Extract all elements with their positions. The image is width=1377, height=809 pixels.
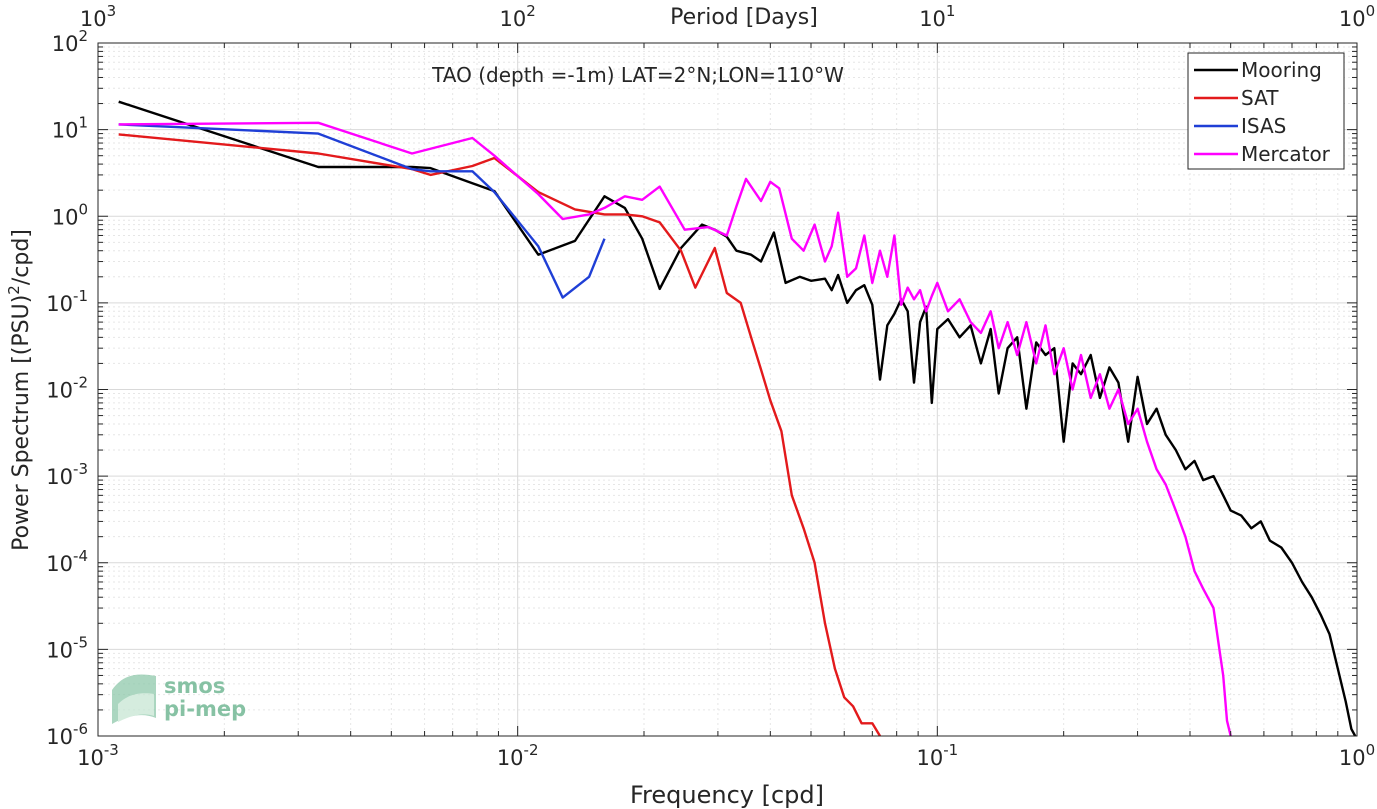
x-tick-label: 10-2 — [497, 741, 539, 770]
legend-label-isas: ISAS — [1241, 114, 1286, 138]
legend-label-sat: SAT — [1241, 86, 1279, 110]
x2-tick-label: 101 — [919, 2, 955, 31]
x-tick-label: 10-3 — [77, 741, 119, 770]
x-tick-label: 100 — [1339, 741, 1375, 770]
legend-box — [1187, 52, 1345, 170]
smos-logo-mark-inner — [118, 693, 154, 722]
y-tick-label: 10-3 — [46, 460, 88, 489]
y-tick-label: 10-2 — [46, 374, 88, 403]
legend-label-mercator: Mercator — [1241, 142, 1331, 166]
y-tick-label: 10-1 — [46, 287, 88, 316]
y-tick-label: 10-6 — [46, 720, 88, 749]
x2-axis-label: Period [Days] — [670, 5, 818, 30]
y-axis-label-tail: /cpd] — [9, 229, 34, 285]
y-tick-label: 102 — [52, 27, 88, 56]
x2-tick-label: 103 — [80, 2, 116, 31]
x2-tick-label: 102 — [500, 2, 536, 31]
y-tick-labels: 10-6 10-5 10-4 10-3 10-2 10-1 100 101 102 — [46, 27, 88, 749]
y-tick-label: 101 — [52, 114, 88, 143]
series-group — [118, 100, 1357, 737]
series-line-isas — [118, 123, 606, 299]
y-tick-label: 100 — [52, 200, 88, 229]
y-axis-label: Power Spectrum [(PSU)2/cpd] — [5, 229, 34, 551]
series-line-sat — [118, 133, 882, 737]
y-axis-label-sup: 2 — [5, 285, 23, 295]
tick-marks — [97, 42, 1358, 737]
x2-tick-label: 100 — [1339, 2, 1375, 31]
y-tick-label: 10-4 — [46, 547, 88, 576]
legend-label-mooring: Mooring — [1241, 58, 1322, 82]
x-axis-label: Frequency [cpd] — [630, 781, 824, 809]
series-line-mercator — [118, 121, 1232, 737]
y-tick-label: 10-5 — [46, 633, 88, 662]
smos-logo-text: smos — [164, 674, 225, 698]
pimep-logo-text: pi-mep — [164, 697, 246, 721]
chart-title: TAO (depth =-1m) LAT=2°N;LON=110°W — [431, 63, 844, 87]
x-tick-label: 10-1 — [916, 741, 958, 770]
x-tick-labels: 10-3 10-2 10-1 100 — [77, 741, 1375, 770]
smos-logo: smos pi-mep — [112, 674, 246, 724]
x2-tick-labels: 103 102 101 100 — [80, 2, 1375, 31]
legend: Mooring SAT ISAS Mercator — [1187, 52, 1345, 170]
